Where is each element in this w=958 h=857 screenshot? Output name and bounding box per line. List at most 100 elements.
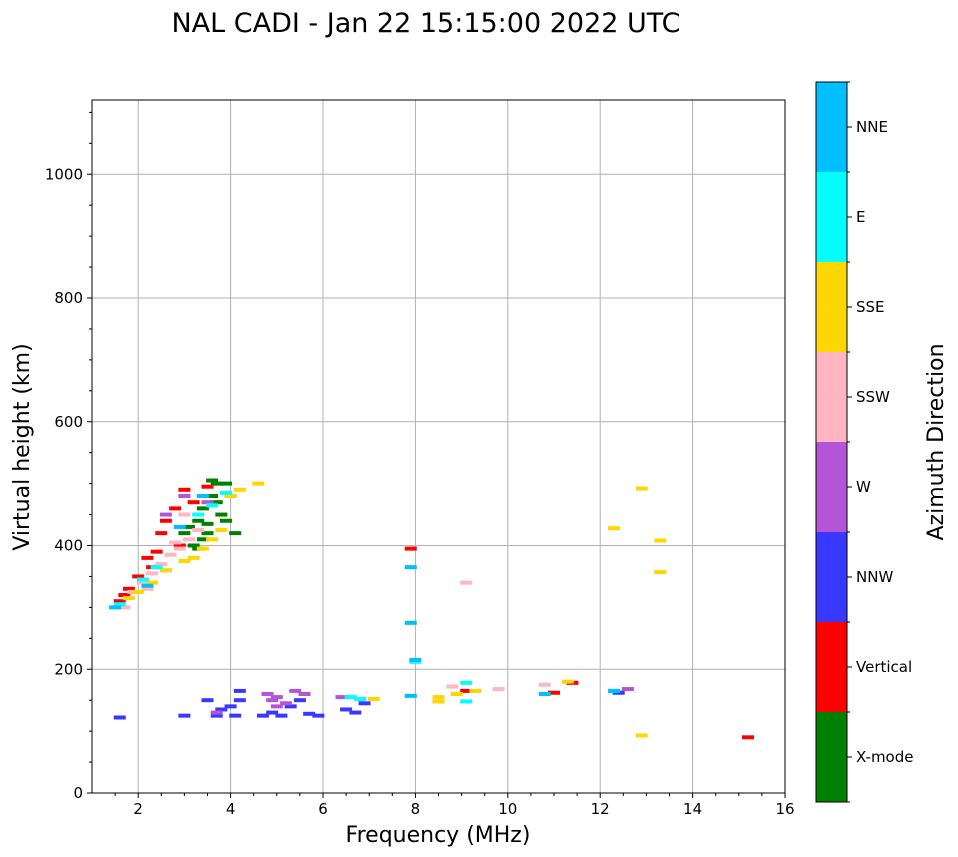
colorbar-segment: [816, 352, 847, 442]
data-point-sse: [654, 538, 667, 543]
data-point-e: [206, 503, 219, 508]
data-point-ssw: [538, 682, 551, 687]
data-point-sse: [608, 526, 621, 531]
data-point-x-mode: [183, 524, 196, 529]
y-tick-label: 0: [73, 784, 83, 802]
colorbar-frame: [815, 81, 848, 803]
data-point-sse: [469, 688, 482, 693]
data-point-nnw: [284, 704, 297, 709]
data-point-e: [460, 699, 473, 704]
data-point-vertical: [113, 599, 126, 604]
data-point-vertical: [159, 518, 172, 523]
data-point-sse: [178, 558, 191, 563]
data-point-ssw: [446, 684, 459, 689]
data-point-sse: [233, 487, 246, 492]
data-point-vertical: [187, 500, 200, 505]
data-point-vertical: [173, 543, 186, 548]
data-point-nnw: [229, 713, 242, 718]
data-point-sse: [196, 546, 209, 551]
data-point-nnw: [275, 713, 288, 718]
data-point-vertical: [460, 688, 473, 693]
data-point-ssw: [136, 580, 149, 585]
data-point-ssw: [141, 586, 154, 591]
data-point-x-mode: [192, 518, 205, 523]
x-tick-label: 12: [591, 800, 610, 818]
data-point-e: [136, 577, 149, 582]
data-point-x-mode: [210, 500, 223, 505]
y-tick-label: 400: [54, 537, 83, 555]
data-point-w: [270, 695, 283, 700]
data-point-sse: [132, 589, 145, 594]
data-point-nne: [409, 657, 422, 662]
data-point-ssw: [169, 540, 182, 545]
data-point-x-mode: [196, 506, 209, 511]
x-tick-label: 2: [133, 800, 143, 818]
data-point-e: [353, 696, 366, 701]
data-point-x-mode: [206, 478, 219, 483]
x-tick-label: 6: [318, 800, 328, 818]
data-point-nne: [404, 620, 417, 625]
data-point-nnw: [233, 688, 246, 693]
data-point-e: [460, 680, 473, 685]
colorbar-segment: [816, 712, 847, 802]
data-point-ssw: [460, 580, 473, 585]
data-point-w: [201, 500, 214, 505]
data-point-nne: [404, 693, 417, 698]
data-point-nne: [608, 688, 621, 693]
data-point-sse: [122, 596, 135, 601]
data-point-vertical: [141, 555, 154, 560]
y-tick-label: 800: [54, 289, 83, 307]
data-point-nne: [196, 494, 209, 498]
data-point-sse: [206, 537, 219, 542]
data-point-e: [344, 695, 357, 700]
data-point-nnw: [266, 710, 279, 715]
y-tick-label: 200: [54, 660, 83, 678]
data-point-nnw: [340, 707, 353, 712]
azimuth-colorbar: X-mode Vertical NNW W SSW SSE E NNE: [815, 81, 913, 803]
data-point-x-mode: [201, 521, 214, 526]
data-point-e: [113, 602, 126, 607]
data-point-x-mode: [206, 494, 219, 498]
data-points: [109, 478, 755, 740]
data-point-sse: [159, 568, 172, 573]
colorbar-label-w: W: [856, 478, 871, 496]
x-axis-ticks: 2 4 6 8 10 12 14 16: [114, 793, 795, 818]
data-point-sse: [654, 570, 667, 575]
data-point-w: [159, 512, 172, 517]
data-point-sse: [432, 695, 445, 700]
data-point-x-mode: [201, 531, 214, 536]
data-point-w: [210, 710, 223, 715]
data-point-sse: [215, 528, 228, 533]
x-tick-label: 10: [498, 800, 517, 818]
data-point-x-mode: [215, 512, 228, 517]
colorbar-segment: [816, 262, 847, 352]
data-point-nnw: [358, 701, 371, 706]
data-point-ssw: [164, 552, 177, 557]
data-point-ssw: [178, 512, 191, 517]
data-point-nnw: [293, 698, 306, 703]
data-point-w: [178, 494, 191, 498]
data-point-nne: [109, 605, 122, 610]
data-point-x-mode: [178, 531, 191, 536]
data-point-vertical: [132, 574, 145, 579]
data-point-w: [280, 701, 293, 706]
data-point-nnw: [113, 715, 126, 720]
y-axis-label: Virtual height (km): [10, 343, 35, 550]
y-tick-label: 600: [54, 413, 83, 431]
colorbar-segment: [816, 442, 847, 532]
data-point-w: [335, 695, 348, 700]
data-point-vertical: [201, 484, 214, 489]
colorbar-label-vertical: Vertical: [856, 658, 912, 676]
data-point-ssw: [192, 528, 205, 533]
data-point-w: [270, 704, 283, 709]
data-point-vertical: [122, 586, 135, 591]
data-point-ssw: [118, 605, 131, 610]
data-point-nnw: [210, 713, 223, 718]
colorbar-label-e: E: [856, 208, 865, 226]
data-point-nnw: [178, 713, 191, 718]
data-point-vertical: [150, 549, 163, 554]
data-point-nnw: [233, 698, 246, 703]
x-tick-label: 4: [226, 800, 236, 818]
data-point-w: [266, 698, 279, 703]
